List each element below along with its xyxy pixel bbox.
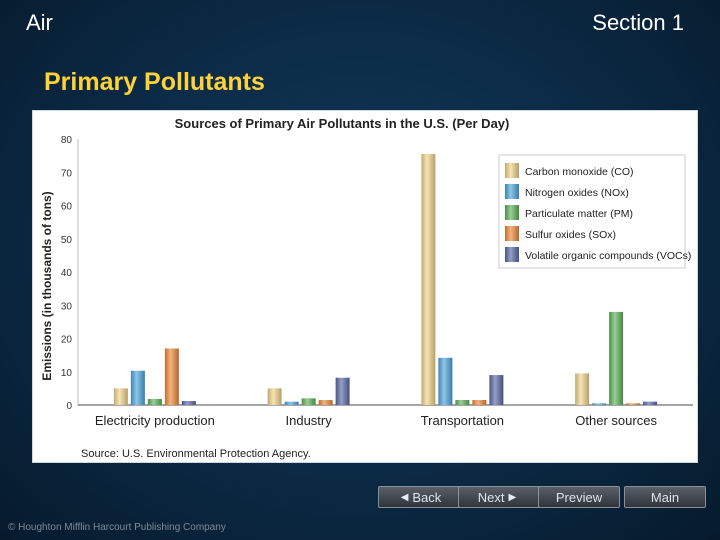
y-tick-label: 80 — [61, 135, 73, 146]
y-tick-label: 60 — [61, 202, 73, 213]
y-tick-label: 10 — [61, 368, 73, 379]
legend-swatch — [505, 163, 519, 178]
chart-title: Sources of Primary Air Pollutants in the… — [175, 116, 510, 131]
bar — [164, 348, 179, 405]
bar — [421, 153, 436, 405]
bar — [609, 311, 624, 405]
bar-chart: Sources of Primary Air Pollutants in the… — [40, 116, 693, 460]
x-category-label: Electricity production — [95, 413, 215, 428]
section-label: Section 1 — [592, 10, 684, 35]
y-tick-label: 0 — [66, 401, 72, 412]
back-arrow-icon: ◀ — [400, 491, 409, 503]
main-button[interactable]: Main — [624, 486, 706, 508]
next-button[interactable]: Next ▶ — [458, 486, 540, 508]
bar — [318, 400, 333, 405]
x-category-label: Transportation — [421, 413, 504, 428]
bar — [575, 373, 590, 405]
bar — [267, 388, 282, 405]
legend-label: Nitrogen oxides (NOx) — [525, 187, 629, 199]
bar — [592, 403, 607, 405]
legend-label: Carbon monoxide (CO) — [525, 166, 634, 178]
topic-label: Air — [26, 10, 53, 35]
chart-panel: Sources of Primary Air Pollutants in the… — [32, 110, 698, 463]
legend-label: Volatile organic compounds (VOCs) — [525, 250, 691, 262]
bar — [113, 388, 128, 405]
legend-label: Particulate matter (PM) — [525, 208, 633, 220]
slide-title: Primary Pollutants — [44, 68, 265, 96]
legend-swatch — [505, 205, 519, 220]
y-tick-label: 20 — [61, 335, 73, 346]
preview-button-label: Preview — [555, 489, 603, 505]
y-tick-label: 40 — [61, 268, 73, 279]
bar — [472, 400, 487, 405]
bar — [489, 375, 504, 405]
x-category-label: Other sources — [575, 413, 657, 428]
bar — [335, 377, 350, 405]
y-tick-label: 70 — [61, 168, 73, 179]
legend-swatch — [505, 184, 519, 199]
back-button-label: Back — [412, 489, 442, 505]
y-tick-label: 30 — [61, 301, 73, 312]
bar — [130, 370, 145, 405]
copyright-notice: © Houghton Mifflin Harcourt Publishing C… — [8, 522, 226, 533]
bar — [455, 400, 470, 405]
next-button-label: Next — [477, 489, 505, 505]
bar — [626, 403, 641, 405]
main-button-label: Main — [650, 489, 680, 505]
legend-swatch — [505, 226, 519, 241]
y-tick-label: 50 — [61, 235, 73, 246]
bar — [301, 398, 316, 405]
preview-button[interactable]: Preview — [538, 486, 620, 508]
legend-label: Sulfur oxides (SOx) — [525, 229, 616, 241]
legend-box — [498, 154, 686, 269]
next-arrow-icon: ▶ — [508, 491, 517, 503]
bar — [147, 399, 162, 405]
source-note: Source: U.S. Environmental Protection Ag… — [81, 448, 311, 460]
bar — [643, 401, 658, 405]
bar — [438, 357, 453, 405]
bar — [284, 401, 299, 405]
y-axis-label: Emissions (in thousands of tons) — [40, 191, 54, 380]
back-button[interactable]: ◀ Back — [378, 486, 460, 508]
legend-swatch — [505, 247, 519, 262]
bar — [181, 401, 196, 405]
x-category-label: Industry — [286, 413, 333, 428]
